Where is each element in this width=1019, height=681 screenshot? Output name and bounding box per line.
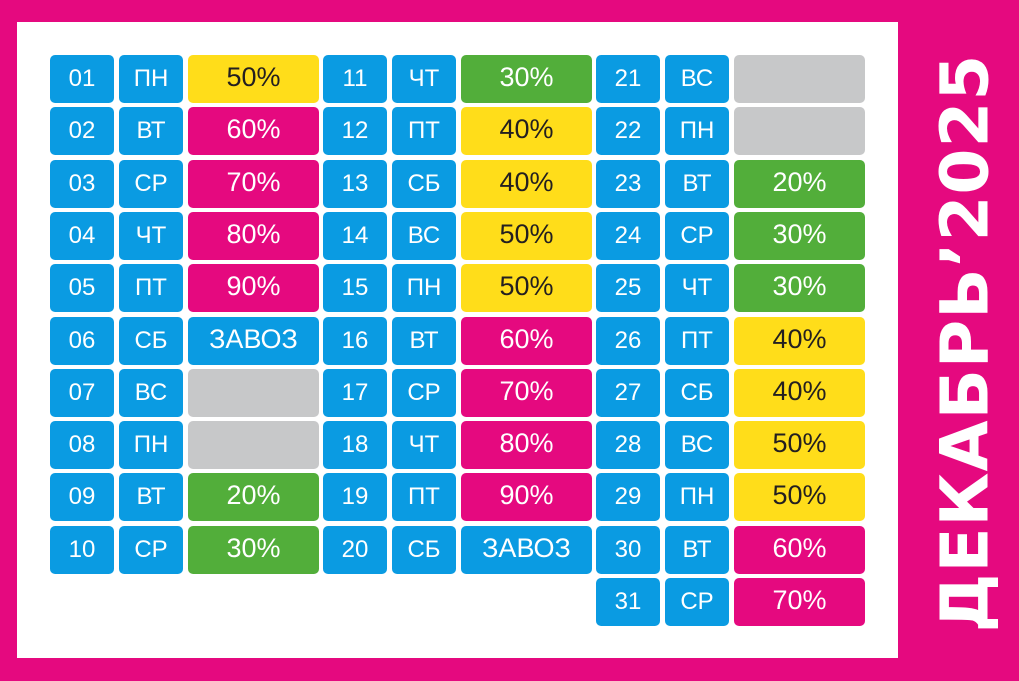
weekday-label: СБ xyxy=(392,160,456,208)
discount-cell: 70% xyxy=(461,369,592,417)
day-number: 26 xyxy=(596,317,660,365)
discount-cell: 20% xyxy=(734,160,865,208)
discount-cell: 30% xyxy=(734,264,865,312)
discount-cell: 90% xyxy=(188,264,319,312)
weekday-label: ПН xyxy=(119,421,183,469)
discount-cell: 60% xyxy=(734,526,865,574)
day-number: 05 xyxy=(50,264,114,312)
day-number: 25 xyxy=(596,264,660,312)
weekday-label: ЧТ xyxy=(392,55,456,103)
day-number: 04 xyxy=(50,212,114,260)
discount-cell: 40% xyxy=(734,369,865,417)
weekday-label: ВС xyxy=(392,212,456,260)
day-number: 18 xyxy=(323,421,387,469)
weekday-label: ВС xyxy=(119,369,183,417)
title-strip: ДЕКАБРЬ’2025 xyxy=(920,0,1010,681)
day-number: 19 xyxy=(323,473,387,521)
discount-cell: 90% xyxy=(461,473,592,521)
weekday-label: СБ xyxy=(665,369,729,417)
weekday-label: СР xyxy=(119,160,183,208)
weekday-label: СБ xyxy=(119,317,183,365)
day-number: 12 xyxy=(323,107,387,155)
weekday-label: ВТ xyxy=(665,526,729,574)
discount-cell: 80% xyxy=(188,212,319,260)
day-number: 15 xyxy=(323,264,387,312)
day-number: 27 xyxy=(596,369,660,417)
day-number: 30 xyxy=(596,526,660,574)
weekday-label: ВС xyxy=(665,55,729,103)
weekday-label: ПТ xyxy=(119,264,183,312)
calendar-panel: 01 ПН 50% 02 ВТ 60% 03 СР 70% 04 ЧТ 80% 05 ПТ 90% 06 СБ З… xyxy=(17,22,898,658)
discount-cell: 50% xyxy=(188,55,319,103)
day-number: 20 xyxy=(323,526,387,574)
day-number: 13 xyxy=(323,160,387,208)
day-number: 16 xyxy=(323,317,387,365)
weekday-label: ПТ xyxy=(392,107,456,155)
day-number: 17 xyxy=(323,369,387,417)
month-title: ДЕКАБРЬ’2025 xyxy=(926,53,1004,633)
weekday-label: ПТ xyxy=(392,473,456,521)
discount-cell: 50% xyxy=(734,421,865,469)
weekday-label: ВС xyxy=(665,421,729,469)
discount-cell: 70% xyxy=(188,160,319,208)
discount-cell: 70% xyxy=(734,578,865,626)
weekday-label: ЧТ xyxy=(392,421,456,469)
weekday-label: ВТ xyxy=(119,107,183,155)
empty-cell xyxy=(734,55,865,103)
discount-cell: 40% xyxy=(734,317,865,365)
weekday-label: ПН xyxy=(119,55,183,103)
weekday-label: ПН xyxy=(665,473,729,521)
day-number: 06 xyxy=(50,317,114,365)
empty-cell xyxy=(188,369,319,417)
day-number: 23 xyxy=(596,160,660,208)
empty-cell xyxy=(734,107,865,155)
discount-cell: 40% xyxy=(461,160,592,208)
weekday-label: СР xyxy=(665,578,729,626)
discount-cell: 30% xyxy=(734,212,865,260)
day-number: 02 xyxy=(50,107,114,155)
weekday-label: ВТ xyxy=(392,317,456,365)
weekday-label: СР xyxy=(119,526,183,574)
discount-cell: 30% xyxy=(461,55,592,103)
discount-cell: 30% xyxy=(188,526,319,574)
day-number: 22 xyxy=(596,107,660,155)
discount-cell: ЗАВОЗ xyxy=(461,526,592,574)
day-number: 01 xyxy=(50,55,114,103)
weekday-label: ЧТ xyxy=(665,264,729,312)
day-number: 10 xyxy=(50,526,114,574)
weekday-label: ПТ xyxy=(665,317,729,365)
discount-cell: 50% xyxy=(461,212,592,260)
day-number: 09 xyxy=(50,473,114,521)
day-number: 31 xyxy=(596,578,660,626)
discount-cell: 40% xyxy=(461,107,592,155)
day-number: 11 xyxy=(323,55,387,103)
weekday-label: ПН xyxy=(392,264,456,312)
discount-cell: ЗАВОЗ xyxy=(188,317,319,365)
day-number: 28 xyxy=(596,421,660,469)
empty-cell xyxy=(188,421,319,469)
day-number: 08 xyxy=(50,421,114,469)
day-number: 29 xyxy=(596,473,660,521)
day-number: 14 xyxy=(323,212,387,260)
discount-cell: 80% xyxy=(461,421,592,469)
weekday-label: СР xyxy=(392,369,456,417)
day-number: 21 xyxy=(596,55,660,103)
discount-cell: 50% xyxy=(461,264,592,312)
weekday-label: ВТ xyxy=(665,160,729,208)
discount-cell: 60% xyxy=(461,317,592,365)
discount-cell: 20% xyxy=(188,473,319,521)
weekday-label: ВТ xyxy=(119,473,183,521)
discount-cell: 50% xyxy=(734,473,865,521)
weekday-label: ЧТ xyxy=(119,212,183,260)
weekday-label: СБ xyxy=(392,526,456,574)
weekday-label: ПН xyxy=(665,107,729,155)
calendar-grid: 01 ПН 50% 02 ВТ 60% 03 СР 70% 04 ЧТ 80% 05 ПТ 90% 06 СБ З… xyxy=(17,22,898,658)
discount-cell: 60% xyxy=(188,107,319,155)
day-number: 24 xyxy=(596,212,660,260)
weekday-label: СР xyxy=(665,212,729,260)
day-number: 07 xyxy=(50,369,114,417)
day-number: 03 xyxy=(50,160,114,208)
